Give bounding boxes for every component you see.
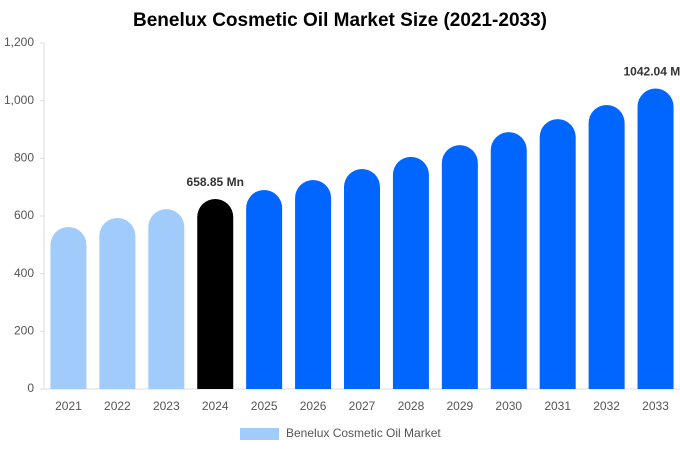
bar [197, 199, 234, 389]
y-tick-label: 1,000 [4, 93, 34, 107]
bar [99, 218, 136, 389]
y-tick-label: 600 [14, 208, 34, 222]
bar [539, 119, 576, 389]
chart-title: Benelux Cosmetic Oil Market Size (2021-2… [133, 10, 547, 31]
y-tick-label: 1,200 [4, 35, 34, 49]
x-tick-label: 2028 [398, 399, 425, 413]
x-tick-label: 2024 [202, 399, 229, 413]
x-tick-label: 2029 [446, 399, 473, 413]
x-tick-label: 2030 [495, 399, 522, 413]
bar [50, 226, 87, 389]
y-tick-label: 0 [27, 381, 34, 395]
bar [344, 169, 380, 389]
value-label: 658.85 Mn [187, 175, 244, 189]
x-tick-label: 2033 [642, 399, 669, 413]
bar [148, 209, 185, 389]
bar [246, 190, 283, 389]
y-tick-label: 800 [14, 151, 34, 165]
y-tick-label: 200 [14, 324, 34, 338]
legend-label: Benelux Cosmetic Oil Market [286, 426, 441, 440]
bar [637, 88, 674, 389]
x-tick-label: 2022 [104, 399, 131, 413]
legend-swatch [240, 428, 279, 440]
x-tick-label: 2032 [593, 399, 620, 413]
bar [392, 156, 429, 389]
value-label: 1042.04 Mn [624, 65, 680, 79]
x-tick-label: 2027 [349, 399, 376, 413]
bar [490, 132, 527, 389]
y-tick-label: 400 [14, 266, 34, 280]
x-tick-label: 2026 [300, 399, 327, 413]
x-tick-label: 2021 [55, 399, 82, 413]
x-tick-label: 2023 [153, 399, 180, 413]
x-tick-label: 2025 [251, 399, 278, 413]
bar [441, 145, 478, 389]
bar [295, 179, 332, 389]
x-tick-label: 2031 [544, 399, 571, 413]
bar [588, 104, 625, 389]
